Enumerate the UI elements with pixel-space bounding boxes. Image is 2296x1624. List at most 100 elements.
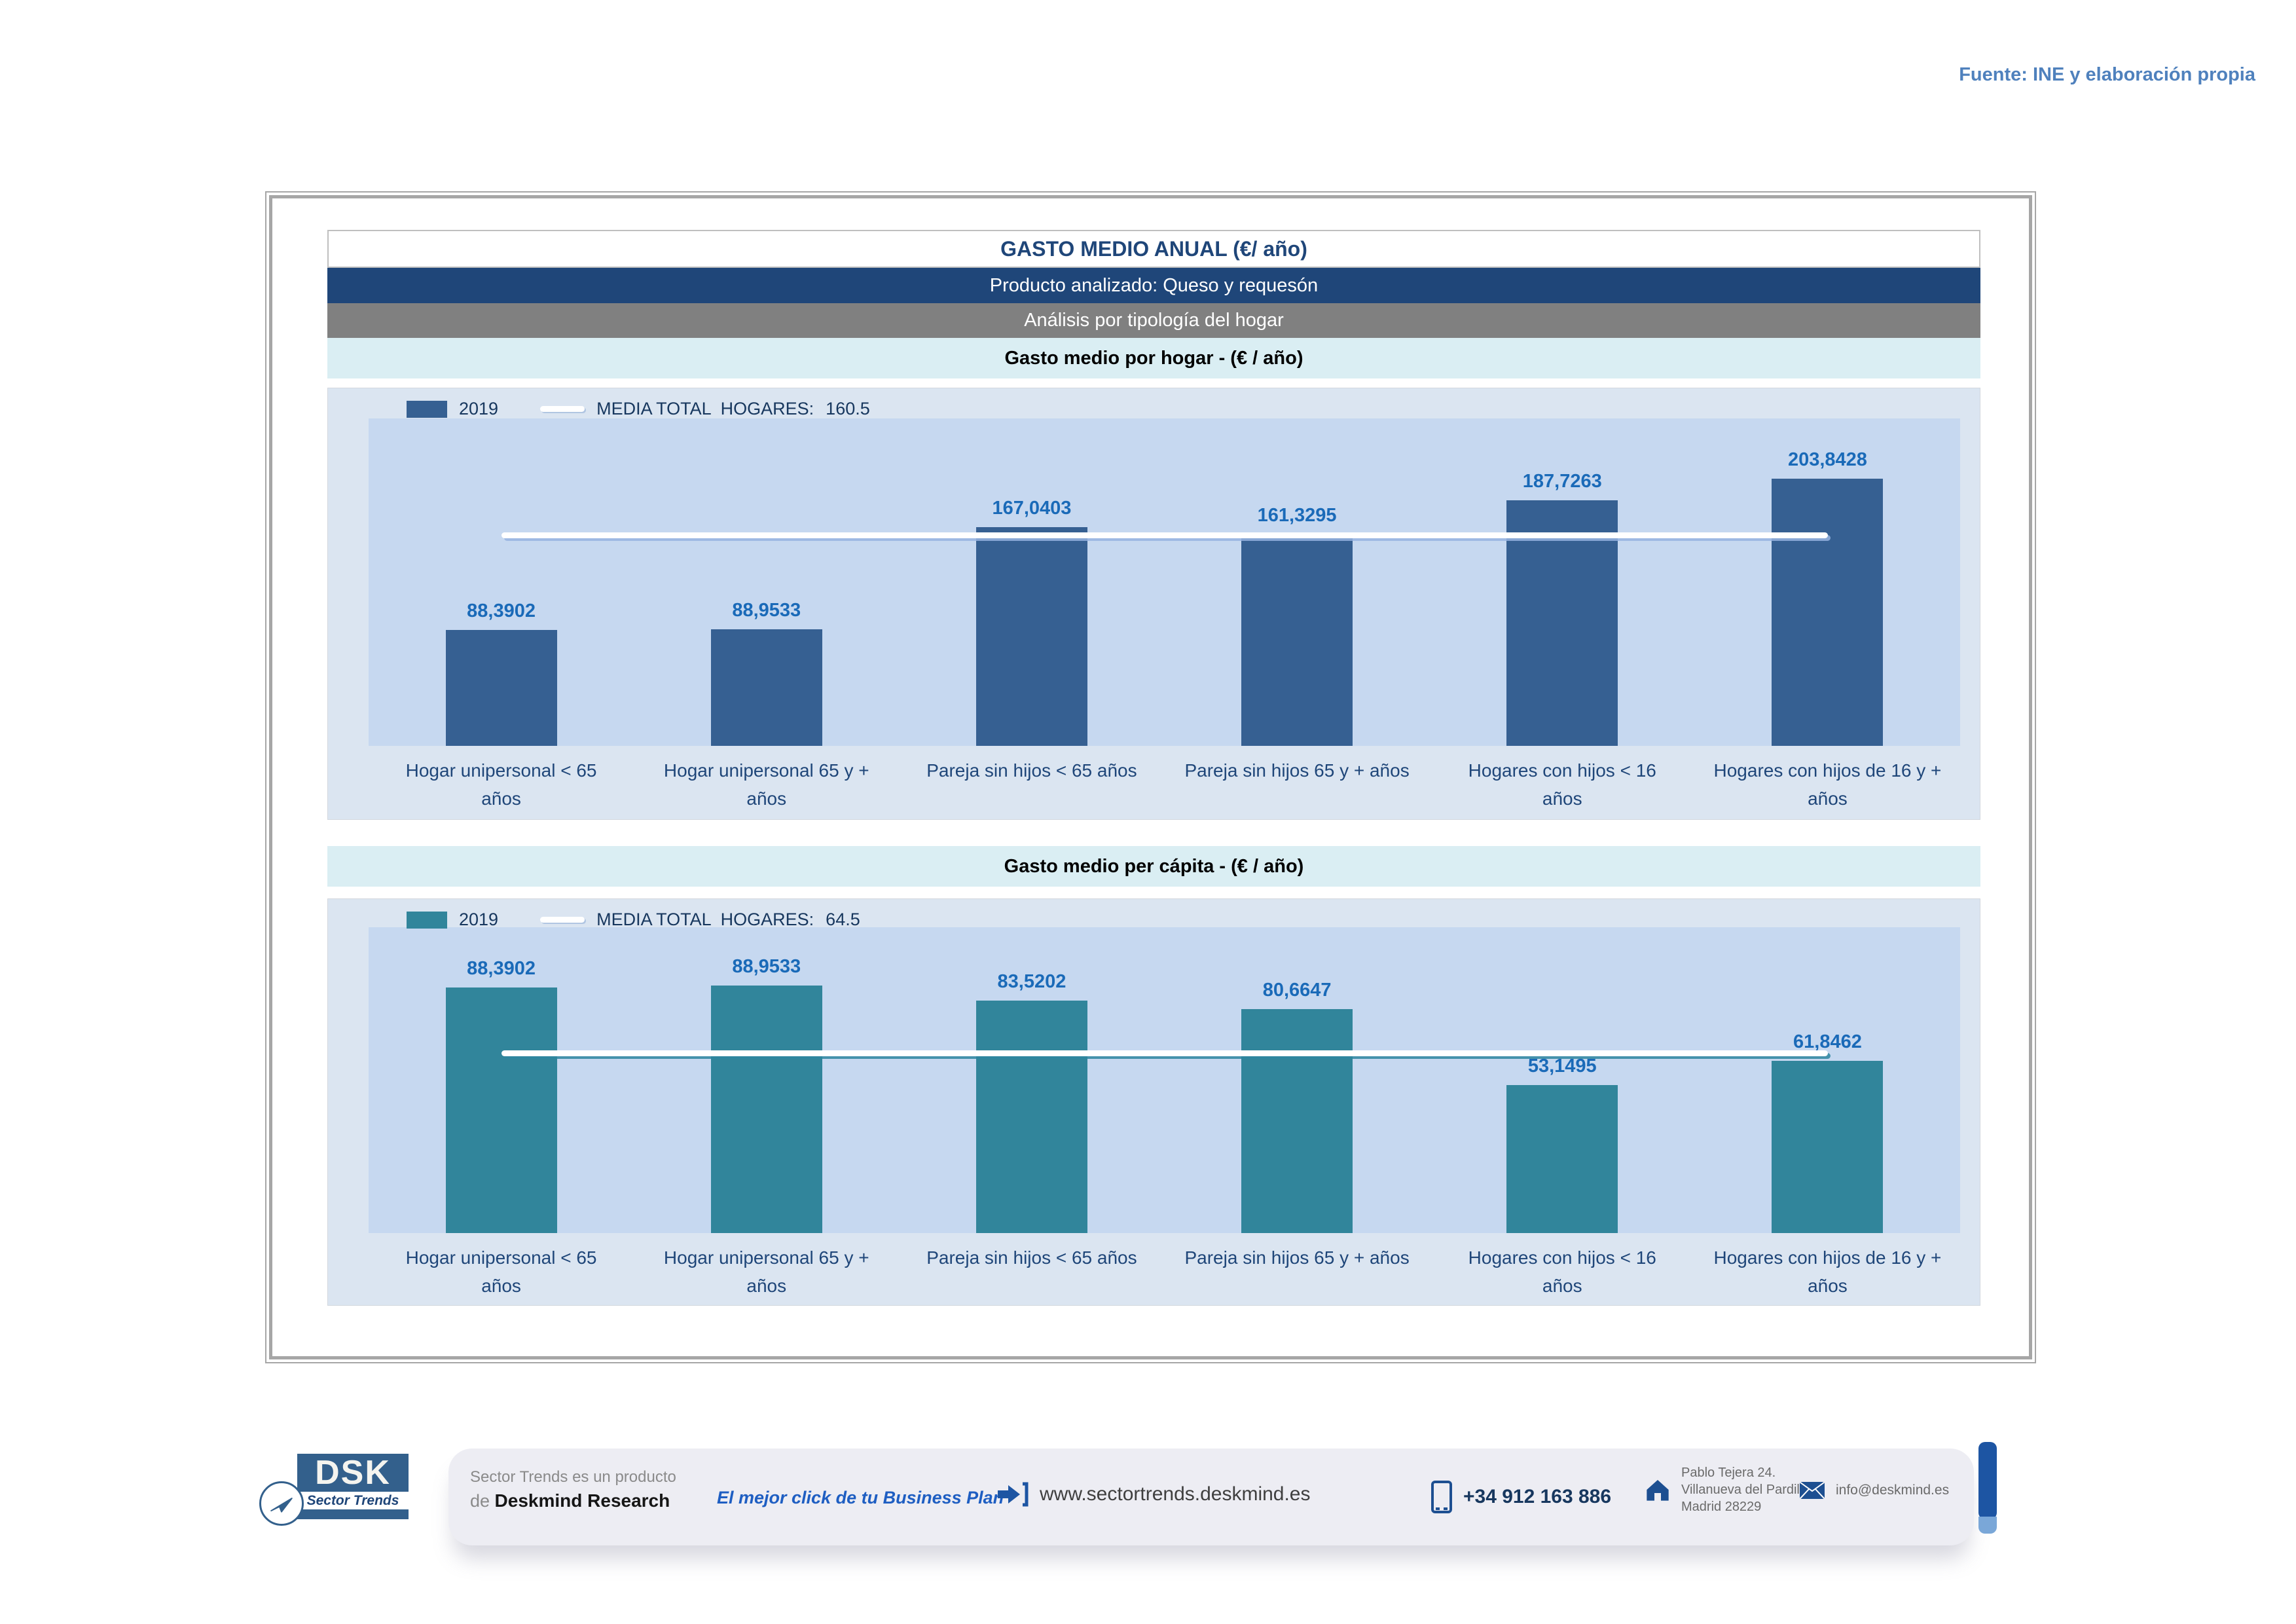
footer-email[interactable]: info@deskmind.es (1799, 1481, 1949, 1500)
chart-capita-bars: 88,3902 88,9533 83,5202 80,6647 53,1495 61,84… (369, 927, 1960, 1233)
legend-media-line-icon (540, 917, 585, 923)
footer-product-block: Sector Trends es un producto de Deskmind… (470, 1468, 676, 1511)
bar-value-label: 83,5202 (997, 971, 1066, 993)
footer-accent-pill (1978, 1442, 1997, 1534)
chart-capita-subtitle: Gasto medio per cápita - (€ / año) (327, 846, 1980, 887)
bar (975, 1001, 1087, 1233)
chart-hogar-category-axis: Hogar unipersonal < 65 años Hogar unipers… (369, 746, 1960, 819)
legend-media-label: MEDIA TOTAL HOGARES: (596, 910, 814, 929)
report-title-text: GASTO MEDIO ANUAL (€/ año) (1000, 236, 1307, 261)
chart-hogar-plot: 88,3902 88,9533 167,0403 161,3295 187,7263 20… (369, 418, 1960, 746)
bar-group: 61,8462 (1695, 927, 1960, 1233)
bar-value-label: 161,3295 (1257, 505, 1337, 526)
bar-value-label: 88,9533 (732, 956, 801, 978)
product-band: Producto analizado: Queso y requesón (327, 268, 1980, 303)
bar-value-label: 88,9533 (732, 600, 801, 621)
bar-group: 80,6647 (1165, 927, 1430, 1233)
legend-media-label: MEDIA TOTAL HOGARES: (596, 399, 814, 418)
bar-value-label: 203,8428 (1787, 449, 1867, 471)
bar (1772, 1061, 1884, 1233)
footer-phone-text: +34 912 163 886 (1463, 1486, 1612, 1507)
footer-address-line1: Pablo Tejera 24. (1681, 1466, 1776, 1480)
bar (445, 630, 557, 746)
chart-hogar-legend: 2019 MEDIA TOTAL HOGARES: 160.5 (407, 399, 870, 419)
footer-website-text: www.sectortrends.deskmind.es (1040, 1483, 1311, 1505)
bar (1506, 500, 1618, 746)
chart-hogar-panel: 2019 MEDIA TOTAL HOGARES: 160.5 88,3902 8… (327, 388, 1980, 820)
bar-group: 88,9533 (634, 418, 899, 746)
footer-tagline: El mejor click de tu Business Plan (717, 1488, 1004, 1507)
report-title: GASTO MEDIO ANUAL (€/ año) (327, 230, 1980, 268)
arrow-link-icon (998, 1482, 1029, 1507)
bar (445, 987, 557, 1233)
footer-phone[interactable]: +34 912 163 886 (1430, 1480, 1611, 1514)
footer-address-line2: Villanueva del Pardillo. (1681, 1483, 1813, 1497)
dsk-logo: DSK Sector Trends (259, 1452, 432, 1526)
bar-value-label: 187,7263 (1522, 470, 1602, 492)
chart-capita-plot: 88,3902 88,9533 83,5202 80,6647 53,1495 61,84… (369, 927, 1960, 1233)
paper-plane-icon (259, 1481, 304, 1526)
chart-hogar-bars: 88,3902 88,9533 167,0403 161,3295 187,7263 20… (369, 418, 1960, 746)
chart-capita-panel: 2019 MEDIA TOTAL HOGARES: 64.5 88,3902 88… (327, 898, 1980, 1306)
footer-website[interactable]: www.sectortrends.deskmind.es (995, 1481, 1311, 1507)
bar-group: 187,7263 (1430, 418, 1695, 746)
house-icon (1647, 1480, 1669, 1501)
bar (975, 526, 1087, 746)
envelope-icon (1800, 1482, 1825, 1499)
legend-media-value: 160.5 (826, 399, 870, 418)
category-label: Hogar unipersonal < 65 años (405, 760, 597, 809)
bar-group: 88,9533 (634, 927, 899, 1233)
bar-group: 167,0403 (899, 418, 1164, 746)
chart-capita-category-axis: Hogar unipersonal < 65 años Hogar unipers… (369, 1233, 1960, 1305)
category-label: Hogar unipersonal 65 y + años (663, 760, 869, 809)
bar (1241, 534, 1353, 746)
report-frame: GASTO MEDIO ANUAL (€/ año) Producto anal… (265, 191, 2036, 1363)
category-label: Hogar unipersonal < 65 años (405, 1247, 597, 1297)
chart-capita-legend: 2019 MEDIA TOTAL HOGARES: 64.5 (407, 910, 860, 930)
chart-hogar-subtitle: Gasto medio por hogar - (€ / año) (327, 338, 1980, 378)
analysis-band: Análisis por tipología del hogar (327, 303, 1980, 338)
category-label: Pareja sin hijos 65 y + años (1184, 760, 1410, 781)
dsk-logo-box: DSK Sector Trends (297, 1454, 409, 1519)
bar-value-label: 167,0403 (992, 497, 1072, 519)
bar-group: 161,3295 (1165, 418, 1430, 746)
bar (710, 986, 822, 1233)
analysis-band-text: Análisis por tipología del hogar (1024, 310, 1284, 331)
bar-group: 53,1495 (1430, 927, 1695, 1233)
dsk-logo-text: DSK (297, 1454, 409, 1492)
media-total-line (501, 1050, 1828, 1057)
category-label: Pareja sin hijos < 65 años (926, 760, 1137, 781)
category-label: Pareja sin hijos < 65 años (926, 1247, 1137, 1268)
bar-group: 203,8428 (1695, 418, 1960, 746)
bar-value-label: 61,8462 (1793, 1031, 1862, 1053)
footer-address-line3: Madrid 28229 (1681, 1500, 1762, 1514)
bar-value-label: 88,3902 (467, 957, 536, 979)
bar-group: 83,5202 (899, 927, 1164, 1233)
product-band-text: Producto analizado: Queso y requesón (989, 274, 1319, 296)
category-label: Hogares con hijos de 16 y + años (1713, 760, 1942, 809)
category-label: Hogar unipersonal 65 y + años (663, 1247, 869, 1297)
bar (1506, 1085, 1618, 1233)
category-label: Hogares con hijos < 16 años (1468, 760, 1656, 809)
source-note: Fuente: INE y elaboración propia (1959, 64, 2255, 85)
footer-email-text: info@deskmind.es (1836, 1483, 1950, 1498)
footer-product-line1: Sector Trends es un producto (470, 1468, 676, 1486)
footer-bar (448, 1449, 1974, 1545)
media-total-line (501, 532, 1828, 539)
bar-value-label: 53,1495 (1527, 1056, 1597, 1077)
deskmind-research-text: Deskmind Research (494, 1490, 670, 1511)
report-frame-inner: GASTO MEDIO ANUAL (€/ año) Producto anal… (269, 195, 2032, 1359)
legend-year-swatch (407, 911, 447, 929)
legend-media-line-icon (540, 406, 585, 412)
footer-address: Pablo Tejera 24. Villanueva del Pardillo… (1645, 1464, 1813, 1515)
footer-product-line2: de Deskmind Research (470, 1490, 670, 1511)
bar-value-label: 80,6647 (1262, 979, 1332, 1001)
category-label: Pareja sin hijos 65 y + años (1184, 1247, 1410, 1268)
dsk-logo-bottom-band (297, 1509, 409, 1519)
phone-icon (1431, 1481, 1452, 1513)
category-label: Hogares con hijos de 16 y + años (1713, 1247, 1942, 1297)
bar-group: 88,3902 (369, 927, 634, 1233)
category-label: Hogares con hijos < 16 años (1468, 1247, 1656, 1297)
chart-capita-subtitle-text: Gasto medio per cápita - (€ / año) (1004, 855, 1304, 877)
bar-group: 88,3902 (369, 418, 634, 746)
